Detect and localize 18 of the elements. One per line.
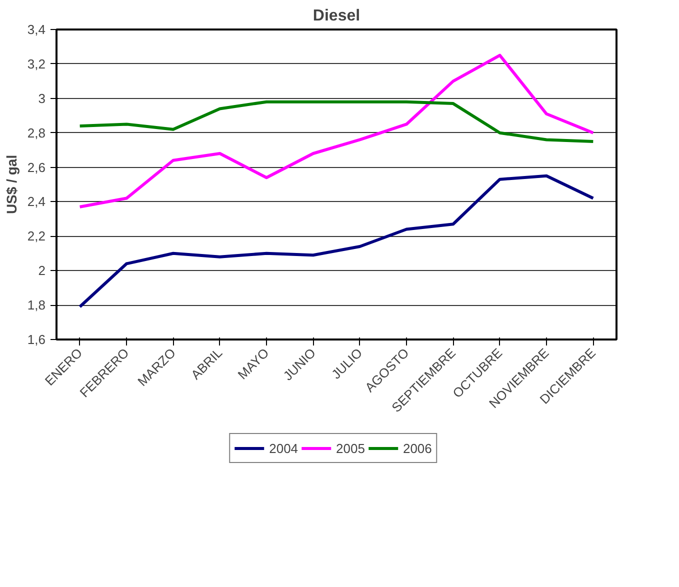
line-series [78,174,595,308]
legend-label: 2005 [336,440,365,456]
y-tick-label: 2,8 [27,125,46,140]
legend-label: 2006 [402,440,432,456]
y-tick-label: 3 [38,90,46,106]
chart-title: Diesel [312,8,360,24]
y-tick-label: 3,4 [27,22,46,37]
y-tick-label: 1,6 [27,332,46,347]
y-tick-label: 2,4 [27,194,46,210]
y-tick-label: 2,2 [27,228,46,244]
y-tick-label: 2,6 [27,160,46,175]
y-tick-label: 3,2 [27,56,46,72]
legend-label: 2004 [269,440,298,456]
line-series [78,54,595,208]
y-tick-label: 2 [38,263,46,278]
line-series [78,100,595,143]
y-axis-title: US$ / gal [3,154,20,214]
y-tick-label: 1,8 [27,298,46,313]
